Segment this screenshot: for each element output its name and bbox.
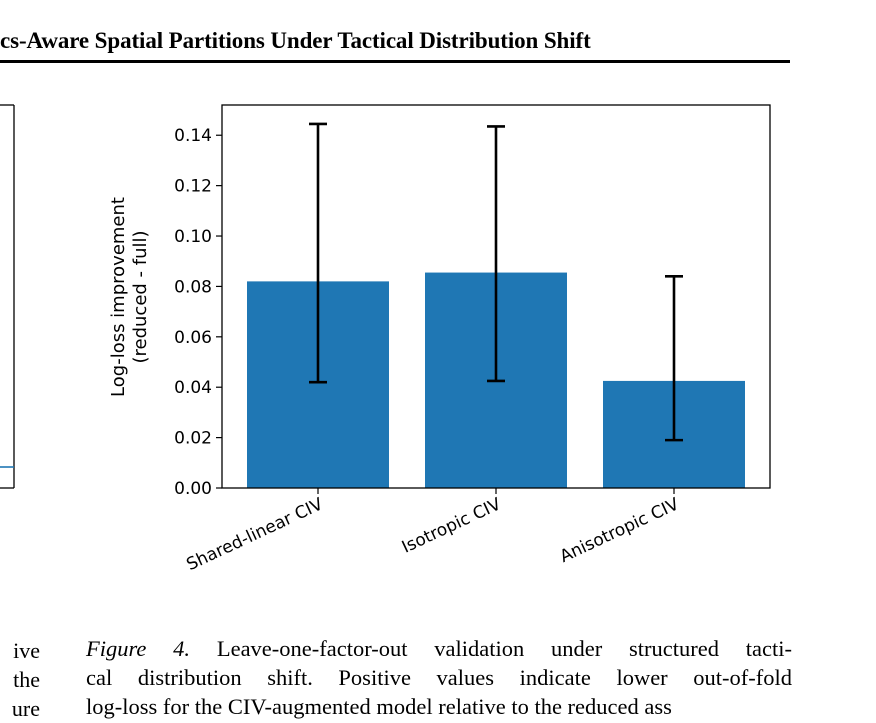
error-bar-1 [487,125,505,383]
figure-caption: Figure 4. Leave-one-factor-out validatio… [86,634,792,721]
caption-line-1: Figure 4. Leave-one-factor-out validatio… [86,634,792,663]
plot-area [247,122,745,488]
error-bar-0 [309,122,327,384]
y-tick-label-6: 0.12 [174,177,212,197]
y-tick-label-2: 0.04 [174,378,212,398]
x-tick-label-0: Shared-linear CIV [184,494,327,575]
caption-line-2: cal distribution shift. Positive values … [86,665,792,690]
running-header-title: cs-Aware Spatial Partitions Under Tactic… [0,28,591,53]
caption-line-1-text: Leave-one-factor-out validation under st… [216,636,793,661]
y-axis-label-sub: (reduced - full) [130,230,151,363]
x-tick-label-2: Anisotropic CIV [557,494,683,567]
left-column-fragment-3: ure [11,696,40,721]
x-tick-label-1: Isotropic CIV [399,494,505,557]
y-tick-label-4: 0.08 [174,277,212,297]
header-rule [0,60,790,63]
error-bar-2 [665,275,683,442]
caption-line-3: log-loss for the CIV-augmented model rel… [86,694,672,719]
y-tick-label-7: 0.14 [174,126,212,146]
y-axis: 0.00 0.02 0.04 0.06 0.08 0.10 0.12 0.14 [174,126,222,499]
y-tick-label-3: 0.06 [174,328,212,348]
y-tick-label-1: 0.02 [174,429,212,449]
caption-figure-label: Figure 4. [86,636,191,661]
y-tick-label-5: 0.10 [174,227,212,247]
y-tick-label-0: 0.00 [174,479,212,499]
left-column-fragment-2: the [13,667,40,692]
left-panel-fragment [0,104,15,489]
bar-chart: 0.00 0.02 0.04 0.06 0.08 0.10 0.12 0.14 Shared-… [0,104,771,575]
y-axis-label: Log-loss improvement [108,197,129,397]
x-axis: Shared-linear CIV Isotropic CIV Anisotropi… [184,488,683,575]
left-column-fragment-1: ive [13,638,40,663]
